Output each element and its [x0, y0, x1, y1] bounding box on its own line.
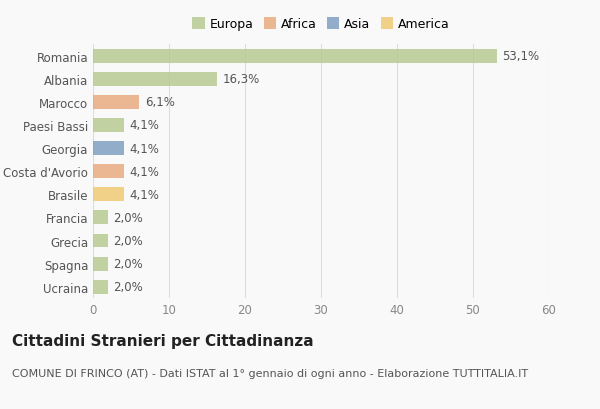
- Text: 16,3%: 16,3%: [222, 73, 259, 86]
- Text: Cittadini Stranieri per Cittadinanza: Cittadini Stranieri per Cittadinanza: [12, 333, 314, 348]
- Bar: [93, 280, 108, 294]
- Bar: [93, 257, 108, 271]
- Bar: [93, 142, 124, 156]
- Text: 2,0%: 2,0%: [113, 234, 143, 247]
- Text: 2,0%: 2,0%: [113, 211, 143, 225]
- Bar: [93, 119, 124, 133]
- Text: 4,1%: 4,1%: [130, 119, 160, 132]
- Legend: Europa, Africa, Asia, America: Europa, Africa, Asia, America: [190, 16, 452, 34]
- Bar: [93, 96, 139, 110]
- Bar: [93, 165, 124, 179]
- Text: 53,1%: 53,1%: [502, 50, 539, 63]
- Text: COMUNE DI FRINCO (AT) - Dati ISTAT al 1° gennaio di ogni anno - Elaborazione TUT: COMUNE DI FRINCO (AT) - Dati ISTAT al 1°…: [12, 368, 528, 378]
- Bar: [93, 49, 497, 63]
- Text: 6,1%: 6,1%: [145, 96, 175, 109]
- Text: 4,1%: 4,1%: [130, 189, 160, 201]
- Text: 4,1%: 4,1%: [130, 165, 160, 178]
- Bar: [93, 234, 108, 248]
- Bar: [93, 211, 108, 225]
- Text: 4,1%: 4,1%: [130, 142, 160, 155]
- Bar: [93, 73, 217, 86]
- Text: 2,0%: 2,0%: [113, 281, 143, 294]
- Text: 2,0%: 2,0%: [113, 258, 143, 270]
- Bar: [93, 188, 124, 202]
